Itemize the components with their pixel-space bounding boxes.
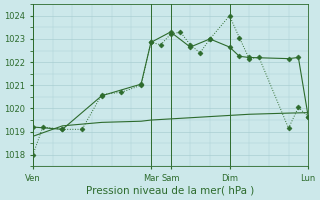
X-axis label: Pression niveau de la mer( hPa ): Pression niveau de la mer( hPa ) — [86, 186, 255, 196]
